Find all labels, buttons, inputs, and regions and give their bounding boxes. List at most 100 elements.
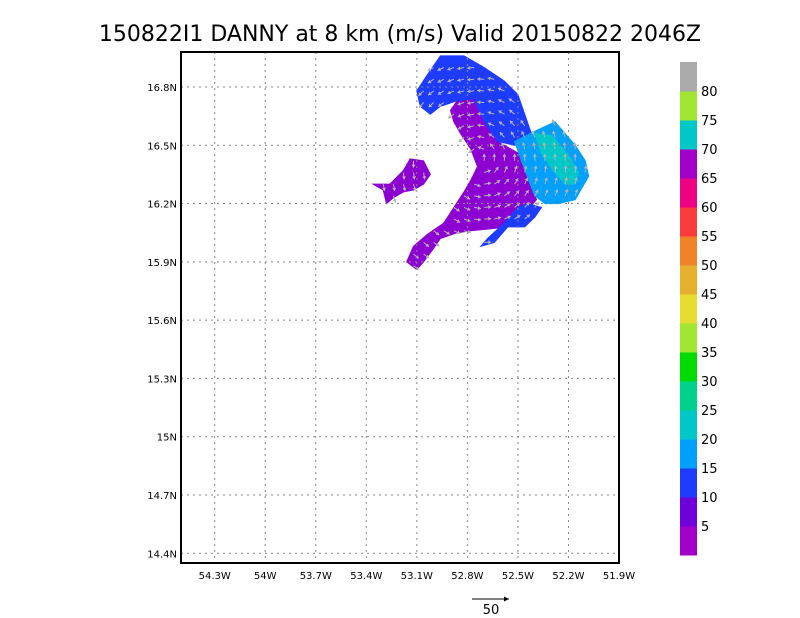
wind-vector-head xyxy=(554,177,558,181)
x-tick-label: 54.3W xyxy=(199,571,231,582)
wind-vector-head xyxy=(524,177,529,182)
wind-vector-head xyxy=(487,169,491,174)
wind-vector-head xyxy=(467,112,471,117)
wind-vector-head xyxy=(467,218,471,223)
wind-vector-head xyxy=(467,77,471,82)
wind-vector-head xyxy=(457,126,462,130)
wind-vector-head xyxy=(535,189,539,194)
wind-vector-head xyxy=(467,89,471,94)
wind-vector-head xyxy=(435,231,440,236)
x-tick-label: 54W xyxy=(254,571,277,582)
wind-speed-fill xyxy=(371,55,590,271)
wind-vector-head xyxy=(467,101,471,105)
wind-vector-head xyxy=(521,131,525,135)
wind-vector-head xyxy=(411,164,416,168)
y-tick-label: 16.5N xyxy=(147,141,177,152)
wind-vector-head xyxy=(509,109,513,114)
wind-vector-head xyxy=(563,153,568,157)
wind-vector-head xyxy=(542,142,547,146)
wind-vector-head xyxy=(510,131,515,136)
wind-vector-head xyxy=(392,187,397,191)
colorbar-label: 80 xyxy=(701,85,718,100)
wind-vector-head xyxy=(447,66,451,71)
wind-vector-head xyxy=(428,91,432,96)
wind-vector-head xyxy=(419,104,423,108)
wind-vector-head xyxy=(467,124,471,129)
wind-vector-head xyxy=(467,229,471,234)
x-tick-label: 52.2W xyxy=(552,571,584,582)
wind-vector-head xyxy=(487,111,492,115)
colorbar-swatch xyxy=(680,265,697,295)
wind-vector-head xyxy=(467,136,471,141)
wind-vector-head xyxy=(487,88,491,92)
wind-vector-head xyxy=(425,254,430,259)
wind-vector-head xyxy=(488,205,492,210)
wind-vector-head xyxy=(458,138,463,142)
colorbar-label: 35 xyxy=(701,346,718,361)
wind-vector-head xyxy=(487,122,492,126)
wind-vector-head xyxy=(488,240,492,245)
wind-vector-head xyxy=(497,87,502,92)
colorbar-swatch xyxy=(680,410,697,440)
x-axis-ticks: 54.3W 54W 53.7W 53.4W 53.1W 52.8W 52.5W 52.2W 51… xyxy=(199,571,636,582)
colorbar-label: 30 xyxy=(701,375,718,390)
wind-vector-head xyxy=(477,100,481,105)
vector-scale-legend: 50 xyxy=(472,596,509,618)
wind-vector-head xyxy=(487,99,491,104)
wind-vector-head xyxy=(509,120,514,125)
colorbar-label: 20 xyxy=(701,433,718,448)
colorbar-swatch xyxy=(680,62,697,92)
wind-vector-head xyxy=(402,187,407,191)
wind-vector-head xyxy=(499,132,504,136)
wind-vector-head xyxy=(534,177,538,182)
colorbar-swatch xyxy=(680,149,697,179)
wind-vector-head xyxy=(401,176,406,180)
wind-vector-head xyxy=(508,98,513,102)
wind-vectors xyxy=(382,65,588,271)
wind-vector-head xyxy=(506,203,511,208)
wind-vector-head xyxy=(447,90,452,95)
wind-vector-head xyxy=(513,165,518,170)
y-tick-label: 15.9N xyxy=(147,258,177,269)
y-tick-label: 14.7N xyxy=(147,491,177,502)
plot-frame xyxy=(180,51,620,564)
colorbar-label: 15 xyxy=(701,462,718,477)
wind-vector-head xyxy=(457,113,462,118)
wind-vector-head xyxy=(507,215,511,220)
wind-vector-head xyxy=(427,79,432,84)
x-tick-label: 52.8W xyxy=(451,571,483,582)
colorbar-label: 5 xyxy=(701,520,709,535)
wind-vector-head xyxy=(418,92,422,96)
wind-vector-head xyxy=(412,176,416,180)
wind-vector-head xyxy=(543,165,548,169)
wind-vector-head xyxy=(544,177,548,181)
colorbar-swatch xyxy=(680,120,697,150)
wind-vector-head xyxy=(382,187,386,191)
y-tick-label: 16.2N xyxy=(147,200,177,211)
wind-vector-head xyxy=(422,176,427,180)
wind-vector-head xyxy=(574,189,579,193)
wind-vector-head xyxy=(457,66,461,71)
wind-vector-head xyxy=(554,189,559,193)
colorbar-swatch xyxy=(680,236,697,266)
wind-vector-head xyxy=(562,142,567,146)
grid-lines xyxy=(181,52,619,563)
wind-vector-head xyxy=(535,201,539,206)
colorbar-swatch xyxy=(680,381,697,411)
x-tick-label: 53.7W xyxy=(300,571,332,582)
wind-vector-head xyxy=(497,216,502,220)
colorbar-label: 40 xyxy=(701,317,718,332)
wind-vector-head xyxy=(497,204,501,209)
wind-vector-head xyxy=(525,190,529,194)
wind-vector-head xyxy=(523,165,528,169)
wind-vector-head xyxy=(526,214,530,218)
wind-vector-head xyxy=(502,153,507,157)
wind-vector-head xyxy=(574,177,578,181)
wind-vector-head xyxy=(477,88,481,93)
wind-vector-head xyxy=(516,215,521,219)
chart-title: 150822I1 DANNY at 8 km (m/s) Valid 20150… xyxy=(99,22,701,47)
wind-vector-head xyxy=(497,192,501,196)
vector-scale-arrowhead xyxy=(504,596,509,602)
wind-vector-head xyxy=(456,219,461,223)
wind-vector-head xyxy=(564,177,568,181)
